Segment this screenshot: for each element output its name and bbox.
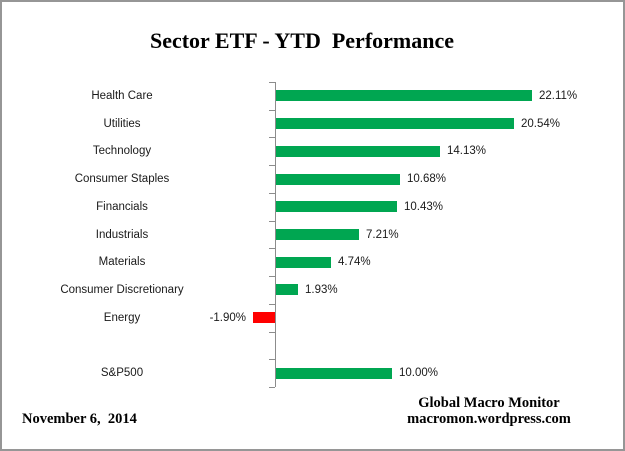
category-label: Technology bbox=[92, 145, 152, 157]
positive-bar bbox=[276, 257, 331, 268]
axis-tick bbox=[269, 248, 275, 249]
category-label: Consumer Staples bbox=[74, 173, 170, 185]
positive-bar bbox=[276, 146, 440, 157]
axis-tick bbox=[269, 304, 275, 305]
axis-tick bbox=[269, 137, 275, 138]
category-label: Financials bbox=[96, 201, 148, 213]
value-label: 10.43% bbox=[404, 201, 444, 213]
value-label: -1.90% bbox=[209, 312, 246, 324]
positive-bar bbox=[276, 118, 514, 129]
category-label: Utilities bbox=[103, 118, 141, 130]
category-label: Consumer Discretionary bbox=[60, 284, 184, 296]
axis-tick bbox=[269, 193, 275, 194]
value-axis-line bbox=[275, 82, 276, 387]
credit-block: Global Macro Monitor macromon.wordpress.… bbox=[379, 395, 599, 427]
negative-bar bbox=[253, 312, 275, 323]
value-label: 10.00% bbox=[399, 367, 439, 379]
axis-tick bbox=[269, 359, 275, 360]
positive-bar bbox=[276, 368, 392, 379]
axis-tick bbox=[269, 276, 275, 277]
positive-bar bbox=[276, 201, 397, 212]
credit-source-url: macromon.wordpress.com bbox=[407, 411, 571, 427]
axis-tick bbox=[269, 82, 275, 83]
axis-tick bbox=[269, 221, 275, 222]
credit-source-name: Global Macro Monitor bbox=[418, 395, 560, 411]
positive-bar bbox=[276, 90, 532, 101]
category-label: Health Care bbox=[91, 90, 153, 102]
chart-title: Sector ETF - YTD Performance bbox=[149, 28, 455, 53]
date-label: November 6, 2014 bbox=[22, 411, 137, 427]
category-label: S&P500 bbox=[100, 367, 144, 379]
axis-tick bbox=[269, 110, 275, 111]
value-label: 1.93% bbox=[305, 284, 338, 296]
value-label: 7.21% bbox=[366, 229, 399, 241]
category-label: Materials bbox=[98, 256, 146, 268]
value-label: 4.74% bbox=[338, 256, 371, 268]
value-label: 22.11% bbox=[539, 90, 578, 102]
axis-tick bbox=[269, 165, 275, 166]
positive-bar bbox=[276, 284, 298, 295]
value-label: 20.54% bbox=[521, 118, 561, 130]
positive-bar bbox=[276, 229, 359, 240]
positive-bar bbox=[276, 174, 400, 185]
axis-tick bbox=[269, 387, 275, 388]
axis-tick bbox=[269, 332, 275, 333]
value-label: 14.13% bbox=[447, 145, 487, 157]
value-label: 10.68% bbox=[407, 173, 447, 185]
category-label: Industrials bbox=[95, 229, 149, 241]
category-label: Energy bbox=[103, 312, 141, 324]
